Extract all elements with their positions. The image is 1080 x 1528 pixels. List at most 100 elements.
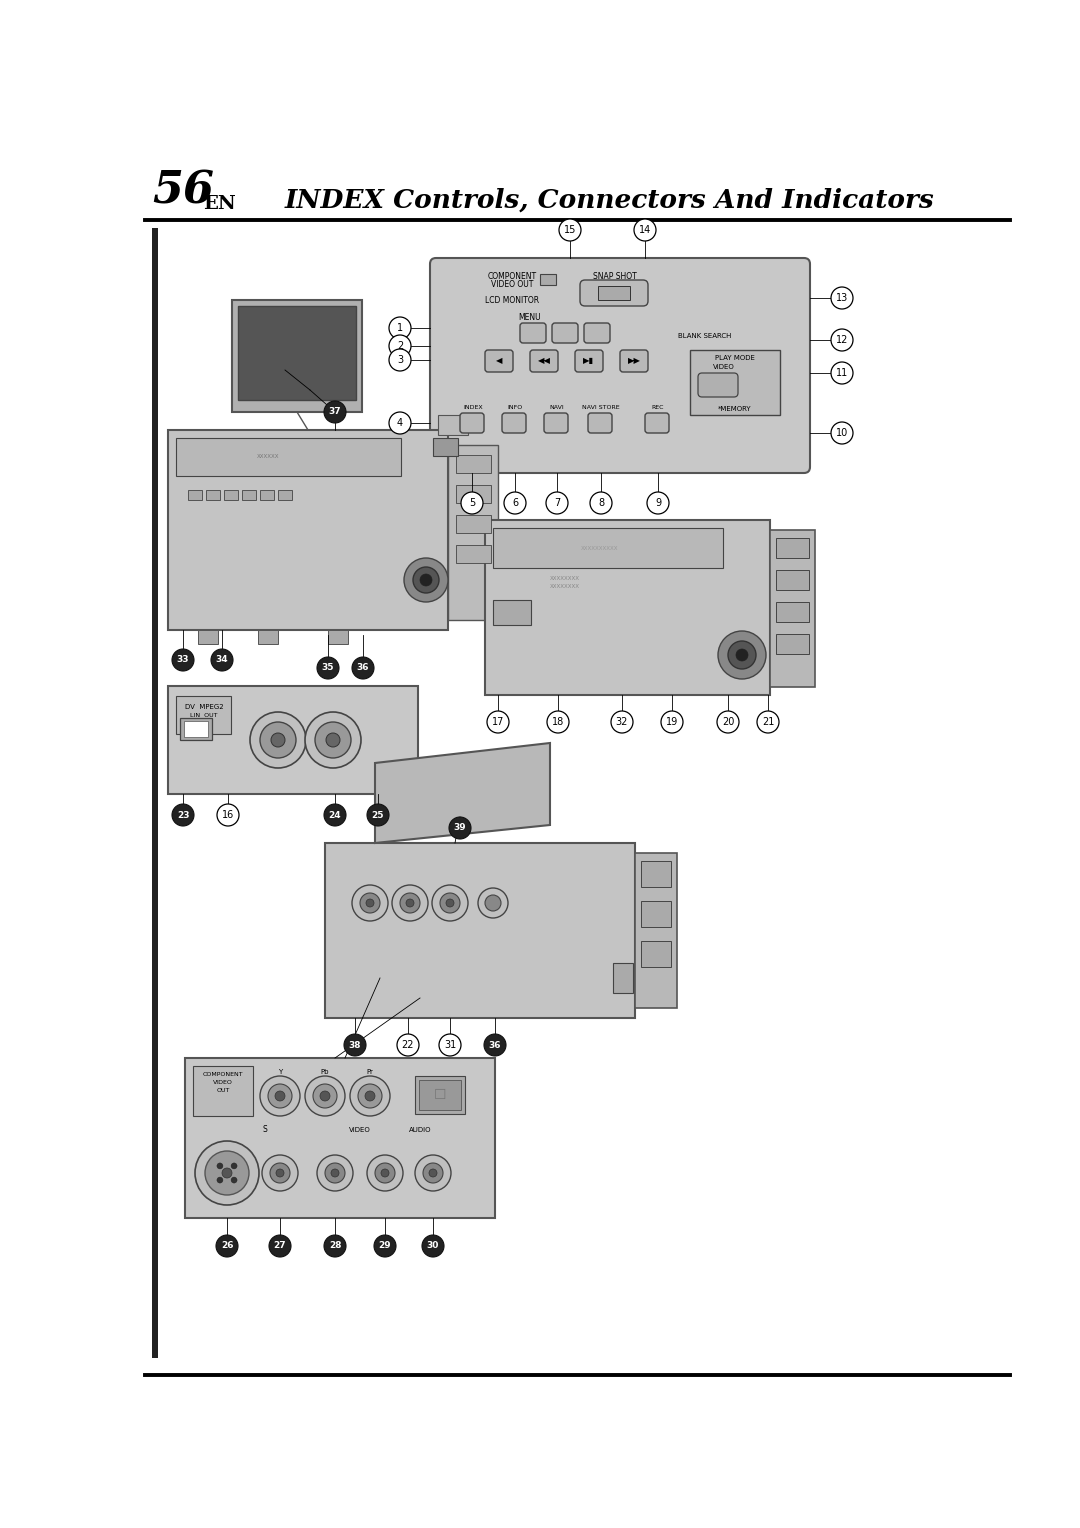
Bar	[456, 545, 491, 562]
Circle shape	[367, 804, 389, 827]
Bar	[492, 529, 723, 568]
Circle shape	[487, 711, 509, 733]
Circle shape	[365, 1091, 375, 1102]
FancyBboxPatch shape	[698, 373, 738, 397]
Circle shape	[661, 711, 683, 733]
Circle shape	[211, 649, 233, 671]
FancyBboxPatch shape	[430, 258, 810, 474]
Circle shape	[345, 1034, 366, 1056]
Circle shape	[718, 631, 766, 678]
Text: 29: 29	[379, 1241, 391, 1250]
Text: 8: 8	[598, 498, 604, 507]
Circle shape	[276, 1169, 284, 1177]
Text: INDEX: INDEX	[463, 405, 483, 410]
Circle shape	[326, 733, 340, 747]
Circle shape	[381, 1169, 389, 1177]
Circle shape	[413, 567, 438, 593]
Text: 16: 16	[221, 810, 234, 821]
Circle shape	[366, 898, 374, 908]
Text: 21: 21	[761, 717, 774, 727]
Circle shape	[324, 804, 346, 827]
Text: 7: 7	[554, 498, 561, 507]
Bar	[635, 853, 677, 1008]
FancyBboxPatch shape	[620, 350, 648, 371]
FancyBboxPatch shape	[485, 350, 513, 371]
Bar	[690, 350, 780, 416]
FancyBboxPatch shape	[580, 280, 648, 306]
Bar	[448, 445, 498, 620]
Text: DV  MPEG2: DV MPEG2	[185, 704, 224, 711]
Circle shape	[249, 712, 306, 769]
Bar	[642, 902, 671, 927]
Circle shape	[423, 1163, 443, 1183]
Circle shape	[757, 711, 779, 733]
Bar	[415, 1076, 465, 1114]
Bar	[258, 630, 278, 643]
Bar	[278, 490, 292, 500]
Bar	[325, 843, 635, 1018]
Circle shape	[406, 898, 414, 908]
Circle shape	[217, 1177, 222, 1183]
Text: 39: 39	[454, 824, 467, 833]
Bar	[206, 490, 220, 500]
Circle shape	[404, 558, 448, 602]
Text: ◀◀: ◀◀	[538, 356, 551, 365]
Bar	[777, 538, 809, 558]
Text: REC: REC	[651, 405, 664, 410]
Circle shape	[222, 1167, 232, 1178]
Circle shape	[420, 575, 432, 587]
Text: 3: 3	[397, 354, 403, 365]
Circle shape	[216, 1235, 238, 1258]
Bar	[492, 601, 531, 625]
Bar	[180, 718, 212, 740]
Circle shape	[305, 712, 361, 769]
Text: Pb: Pb	[321, 1070, 329, 1076]
Circle shape	[172, 649, 194, 671]
Circle shape	[389, 348, 411, 371]
Bar	[184, 721, 208, 736]
Text: XXXXXX: XXXXXX	[257, 454, 280, 460]
Bar	[777, 570, 809, 590]
Circle shape	[397, 1034, 419, 1056]
Text: 20: 20	[721, 717, 734, 727]
Text: NAVI: NAVI	[550, 405, 565, 410]
FancyBboxPatch shape	[460, 413, 484, 432]
FancyBboxPatch shape	[544, 413, 568, 432]
Text: 28: 28	[328, 1241, 341, 1250]
FancyBboxPatch shape	[530, 350, 558, 371]
Circle shape	[350, 1076, 390, 1115]
Circle shape	[449, 817, 471, 839]
Bar	[198, 630, 218, 643]
Circle shape	[546, 492, 568, 513]
Circle shape	[392, 885, 428, 921]
FancyBboxPatch shape	[575, 350, 603, 371]
Circle shape	[485, 895, 501, 911]
FancyBboxPatch shape	[588, 413, 612, 432]
Bar	[456, 455, 491, 474]
Circle shape	[260, 1076, 300, 1115]
Text: PLAY MODE: PLAY MODE	[715, 354, 755, 361]
Circle shape	[318, 657, 339, 678]
Bar	[168, 429, 448, 630]
Bar	[232, 299, 362, 413]
Circle shape	[432, 885, 468, 921]
Circle shape	[611, 711, 633, 733]
Circle shape	[440, 892, 460, 914]
Bar	[238, 306, 356, 400]
Bar	[185, 1057, 495, 1218]
Text: Pr: Pr	[366, 1070, 374, 1076]
Bar	[242, 490, 256, 500]
Text: 22: 22	[402, 1041, 415, 1050]
Circle shape	[260, 723, 296, 758]
Bar	[598, 286, 630, 299]
Text: COMPONENT: COMPONENT	[487, 272, 537, 281]
Bar	[152, 228, 158, 1358]
Circle shape	[735, 649, 748, 662]
Text: 32: 32	[616, 717, 629, 727]
Text: BLANK SEARCH: BLANK SEARCH	[678, 333, 731, 339]
Bar	[260, 490, 274, 500]
Circle shape	[831, 362, 853, 384]
Bar	[193, 1067, 253, 1115]
FancyBboxPatch shape	[584, 322, 610, 342]
Circle shape	[446, 898, 454, 908]
